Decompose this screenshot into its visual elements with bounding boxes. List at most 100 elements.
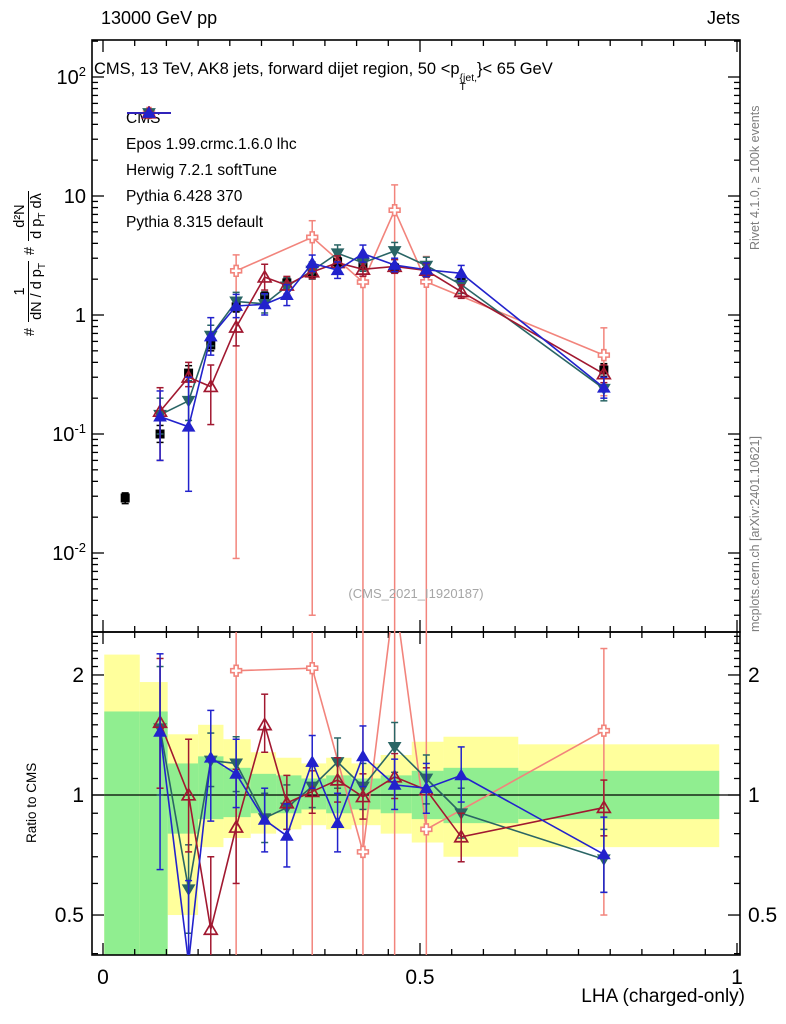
data-point	[597, 724, 611, 737]
x-tick-label: 0	[97, 966, 109, 989]
data-point	[387, 778, 402, 790]
legend: CMS Epos 1.99.crmc.1.6.0 lhc Herwig 7.2.1 …	[126, 106, 297, 236]
data-point	[595, 799, 612, 814]
analysis-group-title: Jets	[706, 8, 740, 28]
series-epos	[229, 632, 611, 955]
plot-title-suffix: }< 65 GeV	[477, 60, 553, 78]
data-point	[420, 275, 433, 289]
data-point	[454, 768, 469, 781]
data-point	[256, 716, 273, 731]
legend-label: Pythia 8.315 default	[126, 214, 264, 231]
pt-subscript: T	[459, 81, 466, 93]
legend-item-epos: Epos 1.99.crmc.1.6.0 lhc	[126, 106, 297, 158]
data-point	[153, 725, 167, 737]
main-y-tick-label: 10-1	[52, 421, 86, 446]
data-point	[229, 299, 244, 311]
data-point	[356, 749, 370, 762]
data-point	[203, 750, 218, 763]
data-point	[597, 348, 611, 362]
data-point	[596, 847, 611, 860]
data-point	[256, 269, 273, 283]
pt-superscript: {jet,	[459, 72, 478, 84]
data-point	[419, 262, 434, 275]
data-point	[330, 263, 345, 276]
data-point	[183, 957, 195, 967]
data-point	[387, 742, 402, 754]
data-point	[355, 788, 371, 803]
series-pythia8	[153, 653, 611, 967]
rivet-version-label: Rivet 4.1.0, ≥ 100k events	[748, 105, 762, 250]
cms-uncertainty-bands	[104, 654, 720, 955]
data-point	[305, 755, 320, 767]
series-line	[236, 632, 605, 853]
legend-item-herwig: Herwig 7.2.1 softTune	[126, 108, 297, 184]
data-point	[120, 493, 130, 503]
ratio-y-tick-label: 2	[748, 664, 760, 687]
data-point	[420, 823, 433, 836]
data-point	[257, 297, 272, 310]
data-point	[596, 380, 611, 393]
series-pythia8	[153, 244, 611, 493]
main-y-tick-label: 1	[75, 305, 86, 327]
ratio-y-tick-label: 1	[748, 784, 760, 807]
mcplots-reference-label: mcplots.cern.ch [arXiv:2401.10621]	[748, 436, 762, 632]
plot-title: CMS, 13 TeV, AK8 jets, forward dijet reg…	[94, 60, 744, 92]
hash-symbol: #	[21, 327, 38, 336]
data-point	[306, 661, 319, 675]
x-axis-label: LHA (charged-only)	[581, 986, 745, 1007]
data-point	[387, 246, 402, 258]
hash-symbol: #	[21, 246, 38, 255]
data-point	[356, 845, 370, 859]
data-point	[228, 319, 245, 333]
data-point	[454, 266, 469, 279]
data-point	[453, 829, 470, 843]
analysis-id-watermark: (CMS_2021_I1920187)	[348, 586, 484, 601]
beam-energy-title: 13000 GeV pp	[101, 8, 218, 28]
data-point	[279, 288, 294, 300]
x-tick-label: 1	[731, 966, 743, 989]
series-epos	[229, 184, 611, 632]
data-point	[329, 772, 346, 786]
series-line	[159, 261, 605, 412]
ratio-y-axis-label: Ratio to CMS	[24, 762, 39, 843]
yaxis-fraction-2: d²N d pT dλ	[12, 191, 48, 241]
uncertainty-band-green	[104, 711, 140, 955]
data-point	[279, 829, 294, 841]
x-tick-label: 0.5	[405, 966, 434, 989]
data-point	[305, 256, 320, 269]
data-point	[229, 767, 244, 779]
data-point	[387, 258, 402, 270]
ratio-panel-frame	[91, 631, 741, 956]
data-point	[453, 283, 470, 298]
data-point	[419, 781, 434, 794]
series-line	[159, 250, 605, 416]
main-y-axis-label: # 1 dN / d pT # d²N d pT dλ	[12, 191, 48, 336]
legend-item-pythia6: Pythia 6.428 370	[126, 106, 297, 210]
ratio-y-tick-label: 0.5	[748, 904, 777, 927]
plot-title-text: CMS, 13 TeV, AK8 jets, forward dijet reg…	[94, 60, 460, 78]
legend-item-pythia8: Pythia 8.315 default	[126, 106, 297, 236]
legend-marker-triup-icon	[127, 106, 171, 118]
data-point	[202, 921, 219, 936]
data-point	[257, 813, 272, 825]
data-point	[229, 664, 243, 677]
yaxis-fraction-1: 1 dN / d pT	[12, 260, 48, 322]
main-y-tick-label: 10-2	[52, 540, 86, 565]
data-point	[180, 787, 197, 801]
data-point	[355, 261, 371, 275]
data-point	[356, 246, 370, 259]
axis-tick-labels: 0 0.5 1 102 10 1 10-1 10-2 2 2 1 1 0.5 0.5	[52, 64, 777, 989]
ratio-y-tick-label: 0.5	[55, 904, 84, 927]
data-point	[228, 819, 245, 833]
ratio-y-tick-label: 1	[72, 784, 84, 807]
pt-superscript-block: {jet, T	[459, 72, 478, 93]
data-point	[388, 203, 401, 217]
data-point	[203, 329, 218, 342]
data-point	[330, 816, 345, 829]
data-point	[202, 378, 219, 393]
ratio-y-tick-label: 2	[72, 664, 84, 687]
series-pythia6	[152, 254, 612, 462]
data-point	[229, 264, 243, 278]
data-point	[330, 248, 345, 261]
data-point	[304, 783, 321, 798]
